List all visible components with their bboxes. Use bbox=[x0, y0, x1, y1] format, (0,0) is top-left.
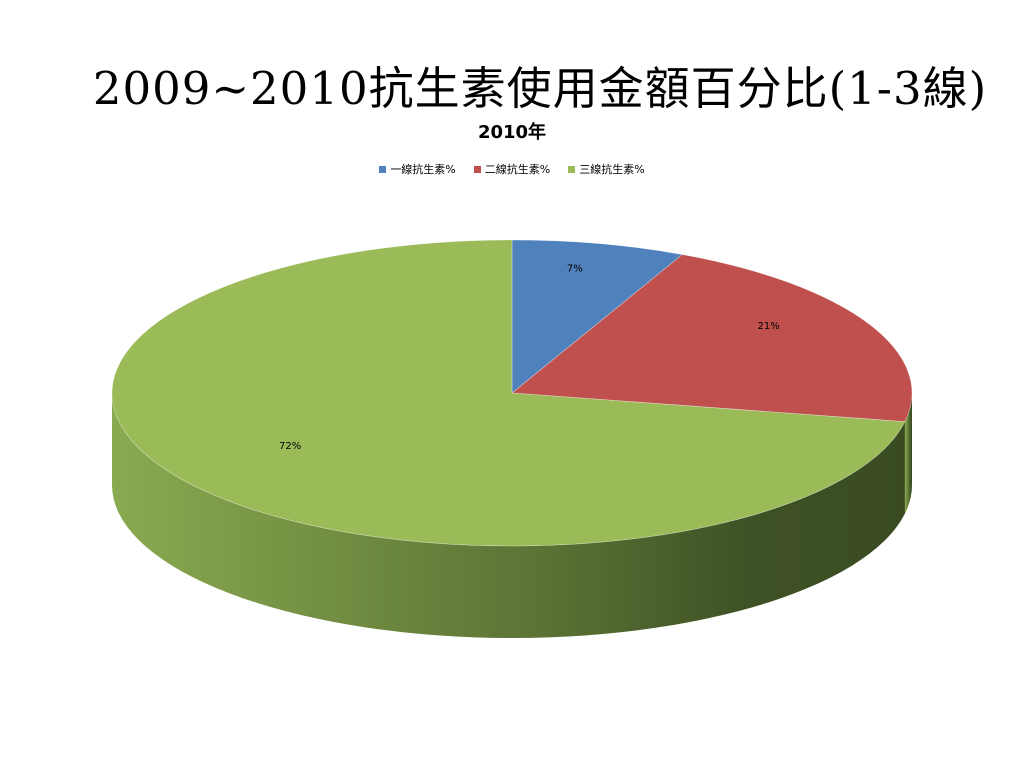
legend-label: 二線抗生素% bbox=[484, 163, 551, 176]
pie-slice-3 bbox=[111, 239, 906, 547]
slide-title: 2009~2010抗生素使用金額百分比(1-3線) bbox=[92, 62, 988, 115]
chart-legend: 一線抗生素% 二線抗生素% 三線抗生素% bbox=[0, 161, 1024, 177]
legend-swatch bbox=[473, 165, 481, 173]
legend-swatch bbox=[379, 165, 387, 173]
legend-label: 一線抗生素% bbox=[390, 163, 456, 176]
data-label-3: 72% bbox=[279, 441, 301, 452]
legend-item-third-line: 三線抗生素% bbox=[568, 161, 645, 177]
pie-side-3 bbox=[112, 393, 905, 638]
legend-label: 三線抗生素% bbox=[579, 163, 645, 176]
legend-item-second-line: 二線抗生素% bbox=[473, 161, 551, 177]
pie-slice-2 bbox=[511, 254, 913, 422]
data-label-2: 21% bbox=[757, 321, 779, 332]
data-label-1: 7% bbox=[567, 263, 583, 274]
pie-side-2 bbox=[904, 393, 912, 514]
legend-swatch bbox=[568, 165, 576, 173]
pie-slice-1 bbox=[511, 239, 684, 394]
legend-item-first-line: 一線抗生素% bbox=[379, 161, 456, 177]
chart-title: 2010年 bbox=[477, 122, 547, 143]
